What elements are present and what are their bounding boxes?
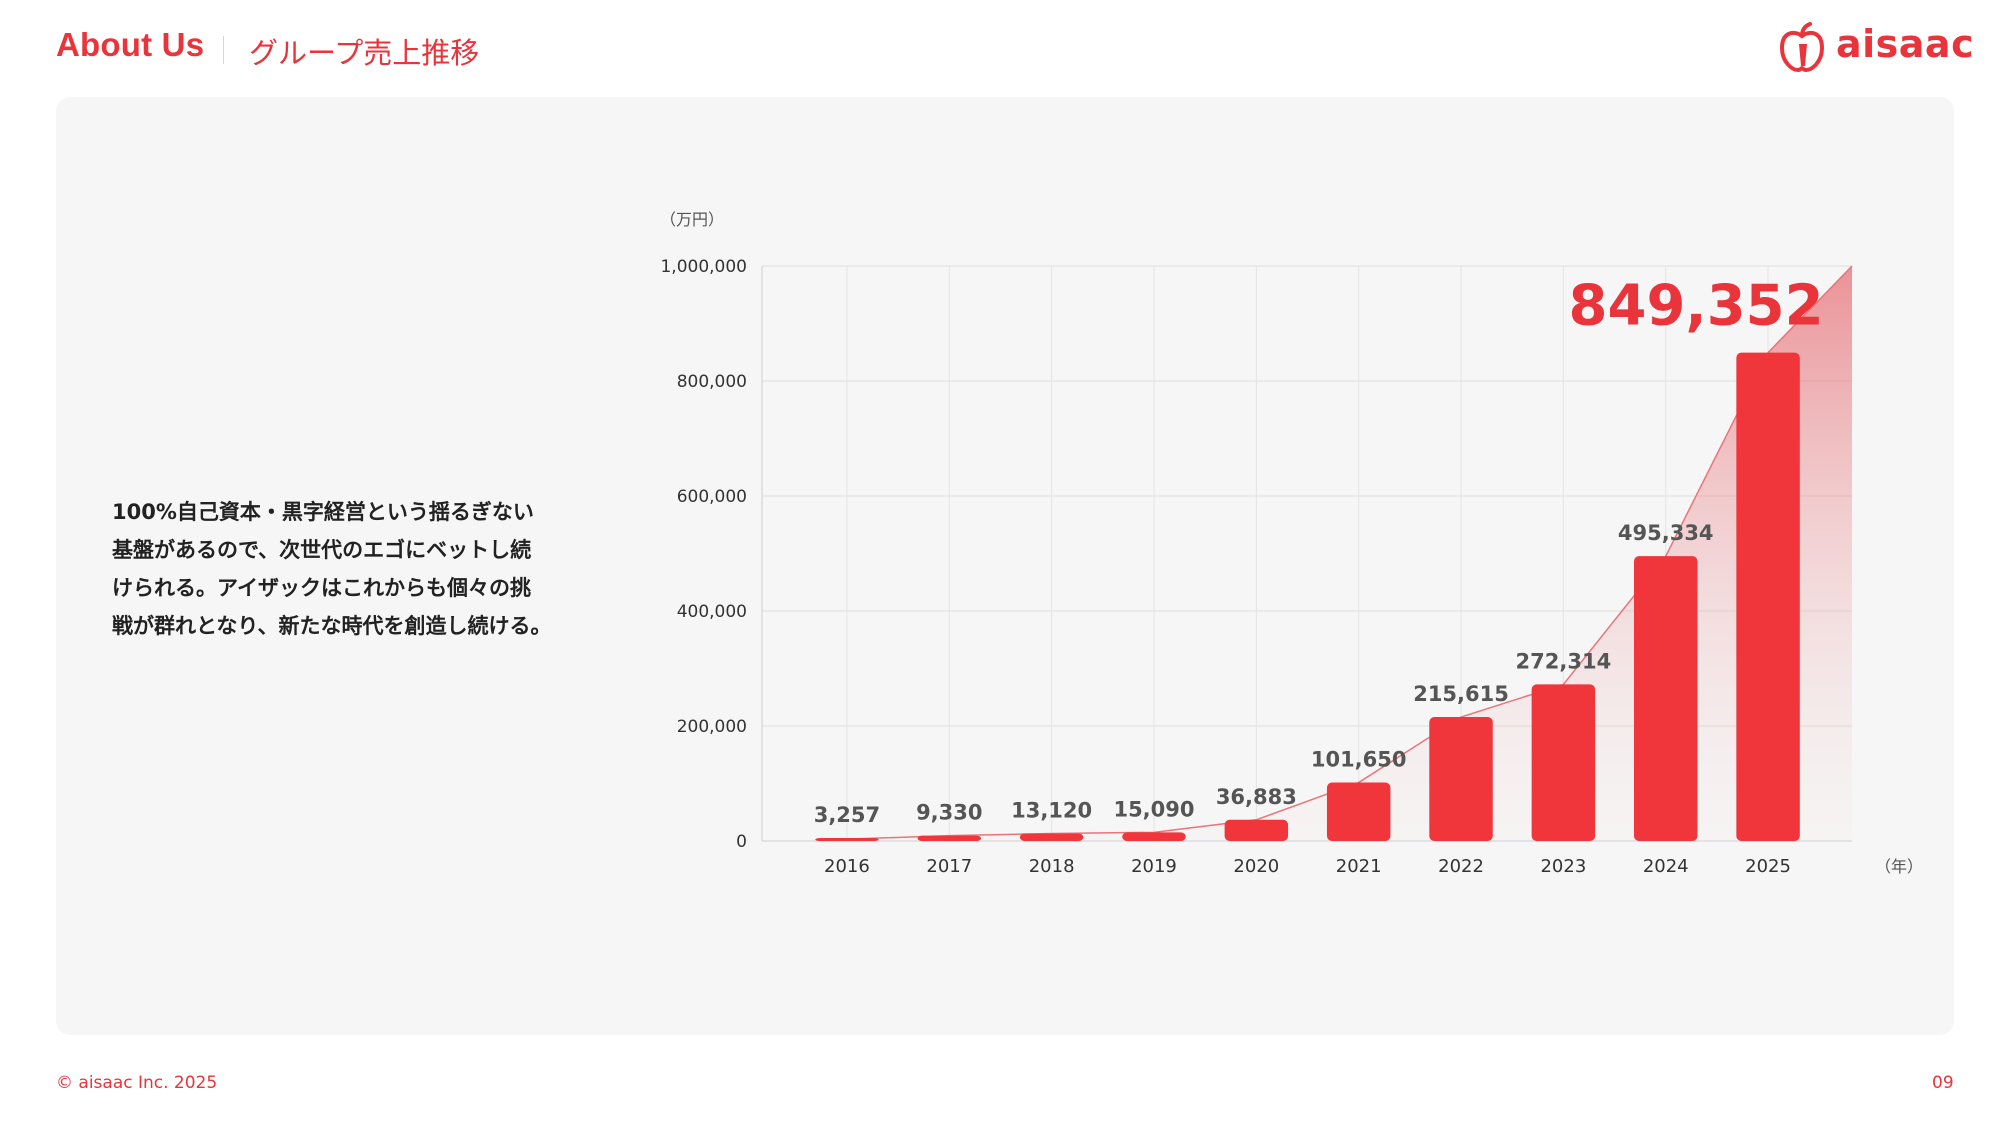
value-label-2023: 272,314	[1516, 649, 1612, 673]
description-line: けられる。アイザックはこれからも個々の挑	[112, 576, 531, 600]
apple-icon	[1779, 22, 1825, 72]
value-label-2017: 9,330	[916, 801, 982, 825]
description-text: 100%自己資本・黒字経営という揺るぎない 基盤があるので、次世代のエゴにベット…	[112, 493, 582, 645]
page-subtitle: グループ売上推移	[249, 36, 480, 70]
trend-line	[846, 265, 1853, 840]
value-label-2025: 849,352	[1569, 274, 1824, 339]
x-tick-label-2021: 2021	[1336, 856, 1382, 877]
bar-2021	[1326, 782, 1391, 841]
brand-logo: aisaac	[1778, 18, 1974, 74]
value-label-2019: 15,090	[1113, 797, 1194, 821]
value-label-2016: 3,257	[814, 803, 880, 827]
bar-2024	[1634, 556, 1698, 841]
y-tick-label: 0	[736, 832, 747, 852]
bar-2020	[1224, 819, 1289, 841]
bar-2022	[1429, 717, 1493, 841]
x-tick-label-2016: 2016	[824, 856, 870, 877]
sales-chart: 3,257 2016 9,330 2017 13,120 2018 15,090 2019 36…	[640, 205, 1940, 905]
x-tick-label-2019: 2019	[1131, 856, 1177, 877]
description-line: 基盤があるので、次世代のエゴにベットし続	[112, 538, 532, 562]
footer-copyright: © aisaac Inc. 2025	[56, 1073, 218, 1093]
value-label-2022: 215,615	[1413, 682, 1509, 706]
description-line: 100%自己資本・黒字経営という揺るぎない	[112, 500, 534, 524]
page-title: About Us	[56, 26, 205, 63]
bar-2016	[815, 838, 879, 841]
bar-2025	[1736, 352, 1800, 841]
bar-2018	[1019, 833, 1084, 841]
x-axis-unit-label: （年）	[1875, 857, 1923, 876]
page-number: 09	[1932, 1073, 1954, 1093]
header-divider	[223, 36, 224, 64]
y-tick-label: 1,000,000	[660, 257, 747, 277]
description-line: 戦が群れとなり、新たな時代を創造し続ける。	[112, 614, 552, 638]
bar-2023	[1531, 684, 1596, 841]
y-axis-unit-label: （万円）	[660, 210, 724, 229]
brand-name: aisaac	[1836, 22, 1975, 66]
x-tick-label-2025: 2025	[1745, 856, 1791, 877]
y-tick-label: 200,000	[677, 717, 747, 737]
y-tick-label: 400,000	[677, 602, 747, 622]
bar-2019	[1122, 832, 1186, 841]
x-tick-label-2023: 2023	[1540, 856, 1586, 877]
x-tick-label-2018: 2018	[1029, 856, 1075, 877]
x-tick-label-2024: 2024	[1643, 856, 1689, 877]
sales-bar-chart: 3,257 2016 9,330 2017 13,120 2018 15,090 2019 36…	[660, 210, 1923, 877]
bar-2017	[917, 835, 982, 841]
value-label-2024: 495,334	[1618, 521, 1714, 545]
x-tick-label-2020: 2020	[1233, 856, 1279, 877]
y-tick-label: 600,000	[677, 487, 747, 507]
value-label-2021: 101,650	[1311, 748, 1407, 772]
value-label-2018: 13,120	[1011, 798, 1092, 822]
trend-area	[846, 266, 1852, 841]
value-label-2020: 36,883	[1216, 785, 1297, 809]
y-tick-label: 800,000	[677, 372, 747, 392]
x-tick-label-2022: 2022	[1438, 856, 1484, 877]
x-tick-label-2017: 2017	[926, 856, 972, 877]
